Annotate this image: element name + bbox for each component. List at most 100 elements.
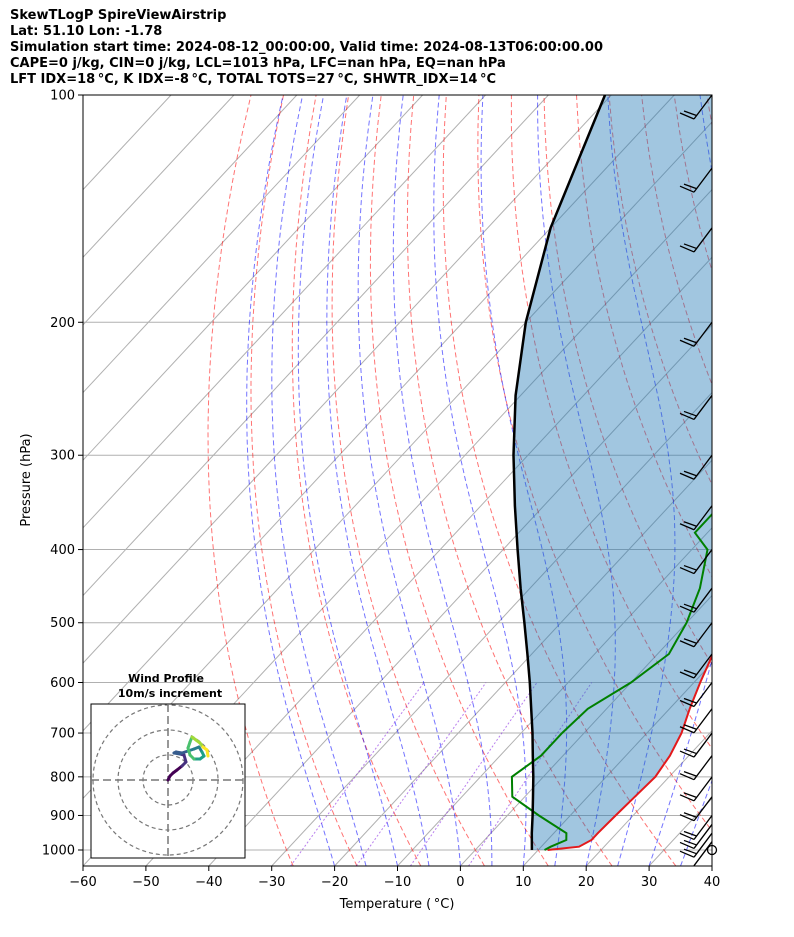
dry-adiabat [608, 95, 712, 486]
isotherm-gridline [83, 95, 675, 732]
dry-adiabat [772, 95, 794, 866]
x-tick-label: −20 [321, 875, 348, 890]
wind-barb [679, 395, 713, 421]
isotherm-gridline [208, 324, 712, 866]
isotherm-gridline [585, 729, 712, 866]
isotherm-gridline [83, 95, 423, 461]
y-tick-label: 900 [50, 809, 75, 824]
wind-barb [679, 587, 713, 613]
axis-ticks: −60 −50 −40 −30 −20 −10 0 10 20 30 40 1000 900 800 700… [42, 89, 720, 891]
wind-barb [679, 708, 713, 734]
wind-barb [679, 776, 713, 802]
chart-header: SkewTLogP SpireViewAirstrip Lat: 51.10 L… [10, 8, 603, 88]
moist-adiabat [480, 95, 568, 866]
isotherm-gridline [145, 256, 712, 866]
hodograph-trace-segment [205, 748, 210, 758]
wind-barb [679, 549, 713, 575]
moist-adiabat [357, 95, 461, 866]
x-tick-label: −30 [258, 875, 285, 890]
y-axis-label: Pressure (hPa) [19, 433, 34, 526]
wind-barb [679, 824, 713, 850]
moist-adiabat [607, 95, 676, 866]
wind-barb [679, 732, 713, 758]
hodograph-subtitle: 10m/s increment [118, 687, 222, 700]
dewpoint-line [510, 512, 712, 851]
x-tick-label: −50 [132, 875, 159, 890]
moist-adiabat [537, 95, 616, 866]
hodograph-inset [90, 703, 246, 859]
dry-adiabat [250, 95, 358, 866]
moist-adiabat [246, 95, 336, 866]
mixing-ratio-line [355, 682, 487, 866]
wind-barb [679, 505, 713, 531]
wind-barb [679, 832, 713, 858]
y-tick-label: 700 [50, 727, 75, 742]
y-tick-label: 100 [50, 89, 75, 104]
dry-adiabat [331, 95, 485, 866]
mixing-ratio-line [468, 682, 593, 866]
isotherm-gridline [397, 527, 712, 866]
isotherm-gridline [460, 594, 712, 866]
y-tick-label: 400 [50, 543, 75, 558]
moist-adiabat [711, 864, 712, 866]
y-tick-label: 800 [50, 770, 75, 785]
wind-barb [679, 227, 713, 253]
isotherm-gridline [271, 391, 712, 866]
isotherm-gridline [83, 95, 298, 326]
isotherm-gridline [83, 95, 486, 529]
moist-adiabat [326, 95, 430, 866]
simulation-time-line: Simulation start time: 2024-08-12_00:00:… [10, 40, 603, 55]
isotherm-gridline [83, 95, 361, 394]
dry-adiabat [739, 95, 794, 866]
temperature-line [547, 653, 712, 851]
wind-barb [679, 755, 713, 781]
profile-lines [510, 95, 712, 851]
wind-barb [679, 454, 713, 480]
location-line: Lat: 51.10 Lon: -1.78 [10, 24, 163, 39]
x-tick-label: 20 [578, 875, 595, 890]
wind-barb [679, 622, 713, 648]
moist-adiabat [648, 95, 712, 866]
wind-barb [679, 321, 713, 347]
wind-barb [679, 682, 713, 708]
y-tick-label: 300 [50, 449, 75, 464]
x-tick-label: 10 [515, 875, 532, 890]
x-tick-label: −10 [384, 875, 411, 890]
isotherm-gridline [83, 95, 612, 664]
cape-cin-shading [513, 95, 712, 850]
isotherm-gridline [711, 865, 712, 866]
x-tick-label: 30 [641, 875, 658, 890]
dry-adiabat [477, 95, 712, 832]
x-tick-label: 40 [704, 875, 721, 890]
wind-barb [679, 815, 713, 841]
wind-barb [679, 94, 713, 120]
wind-barb [693, 841, 713, 867]
wind-barb [679, 167, 713, 193]
isotherm-gridline [522, 662, 712, 866]
x-tick-label: −60 [69, 875, 96, 890]
dry-adiabat [207, 95, 294, 866]
cape-line: CAPE=0 j/kg, CIN=0 j/kg, LCL=1013 hPa, L… [10, 56, 506, 71]
y-tick-label: 200 [50, 316, 75, 331]
dry-adiabat [510, 95, 712, 750]
dry-adiabat [442, 95, 677, 866]
y-tick-label: 600 [50, 676, 75, 691]
wind-barbs [679, 94, 718, 867]
station-title: SkewTLogP SpireViewAirstrip [10, 8, 227, 23]
y-tick-label: 1000 [42, 844, 75, 859]
dry-adiabat [706, 95, 712, 128]
moist-adiabat [433, 95, 527, 866]
wind-barb [679, 796, 713, 822]
dry-adiabat [406, 95, 613, 866]
isotherm-gridline [83, 95, 235, 259]
y-tick-label: 500 [50, 616, 75, 631]
cin-shading [513, 95, 712, 850]
dry-adiabat [543, 95, 712, 666]
mixing-ratio-line [290, 682, 425, 866]
x-tick-label: 0 [456, 875, 464, 890]
isotherm-gridline [83, 95, 549, 597]
x-axis-label: Temperature ( °C) [339, 897, 455, 912]
x-tick-label: −40 [195, 875, 222, 890]
isotherm-gridline [334, 459, 712, 866]
